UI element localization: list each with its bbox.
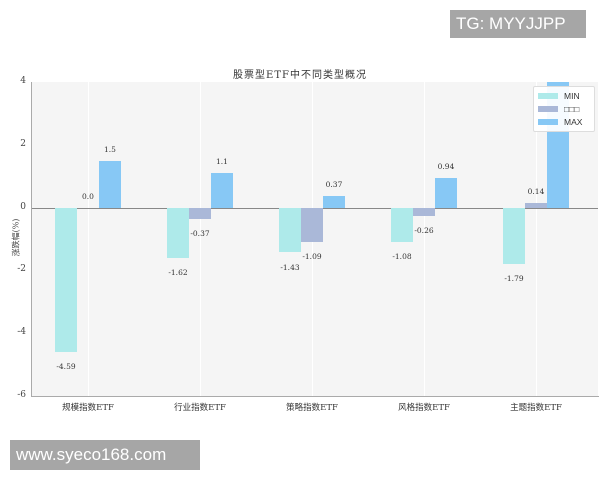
value-label: -0.37: [190, 229, 210, 239]
x-tick-label: 规模指数ETF: [62, 403, 114, 413]
legend-label: MIN: [564, 91, 580, 101]
x-tick-label: 行业指数ETF: [174, 403, 226, 413]
value-label: -1.79: [504, 273, 524, 283]
watermark-telegram: TG: MYYJJPP: [450, 10, 586, 38]
bar-min: [55, 207, 77, 352]
legend-label: □□□: [564, 104, 580, 114]
value-label: 0.14: [527, 187, 545, 197]
y-tick-label: 2: [20, 138, 26, 149]
legend-swatch-median: [538, 106, 558, 112]
y-axis-line: [31, 82, 32, 397]
legend-swatch-max: [538, 119, 558, 125]
bar-max: [323, 195, 345, 208]
y-tick-label: -6: [17, 390, 26, 400]
x-tick-label: 主题指数ETF: [510, 403, 562, 413]
value-label: -0.26: [414, 225, 434, 235]
y-tick-label: -2: [17, 264, 26, 275]
bar-median: [189, 207, 211, 220]
bar-max: [99, 160, 121, 208]
legend-swatch-min: [538, 93, 558, 99]
gridline: [536, 82, 537, 396]
y-tick-label: 0: [20, 201, 26, 212]
value-label: -1.08: [392, 251, 412, 261]
value-label: 1.5: [104, 144, 116, 154]
value-label: 0.94: [437, 162, 455, 172]
y-tick-label: 4: [20, 76, 26, 86]
gridline: [88, 82, 89, 396]
legend: MIN □□□ MAX: [533, 86, 595, 132]
gridline: [200, 82, 201, 396]
x-axis-line: [31, 396, 599, 397]
x-tick-label: 策略指数ETF: [286, 403, 338, 413]
bar-median: [301, 207, 323, 242]
value-label: -1.09: [302, 251, 322, 261]
bar-min: [391, 207, 413, 242]
value-label: -4.59: [56, 361, 76, 371]
value-label: 0.37: [325, 179, 343, 189]
value-label: 1.1: [216, 157, 228, 167]
gridline: [424, 82, 425, 396]
bar-median: [413, 207, 435, 216]
bar-min: [279, 207, 301, 253]
legend-label: MAX: [564, 117, 583, 127]
value-label: 0.0: [82, 191, 94, 201]
value-label: -1.62: [168, 268, 188, 278]
bar-max: [435, 178, 457, 208]
bar-min: [167, 207, 189, 259]
y-axis-label: 涨跌幅(%): [11, 218, 21, 257]
bar-min: [503, 207, 525, 264]
value-label: -1.43: [280, 262, 300, 272]
x-tick-label: 风格指数ETF: [398, 403, 450, 413]
bar-max: [211, 173, 233, 208]
chart-title: 股票型ETF中不同类型概况: [233, 70, 367, 81]
bar-median: [525, 203, 547, 208]
watermark-website: www.syeco168.com: [10, 440, 200, 470]
y-tick-label: -4: [17, 327, 26, 338]
